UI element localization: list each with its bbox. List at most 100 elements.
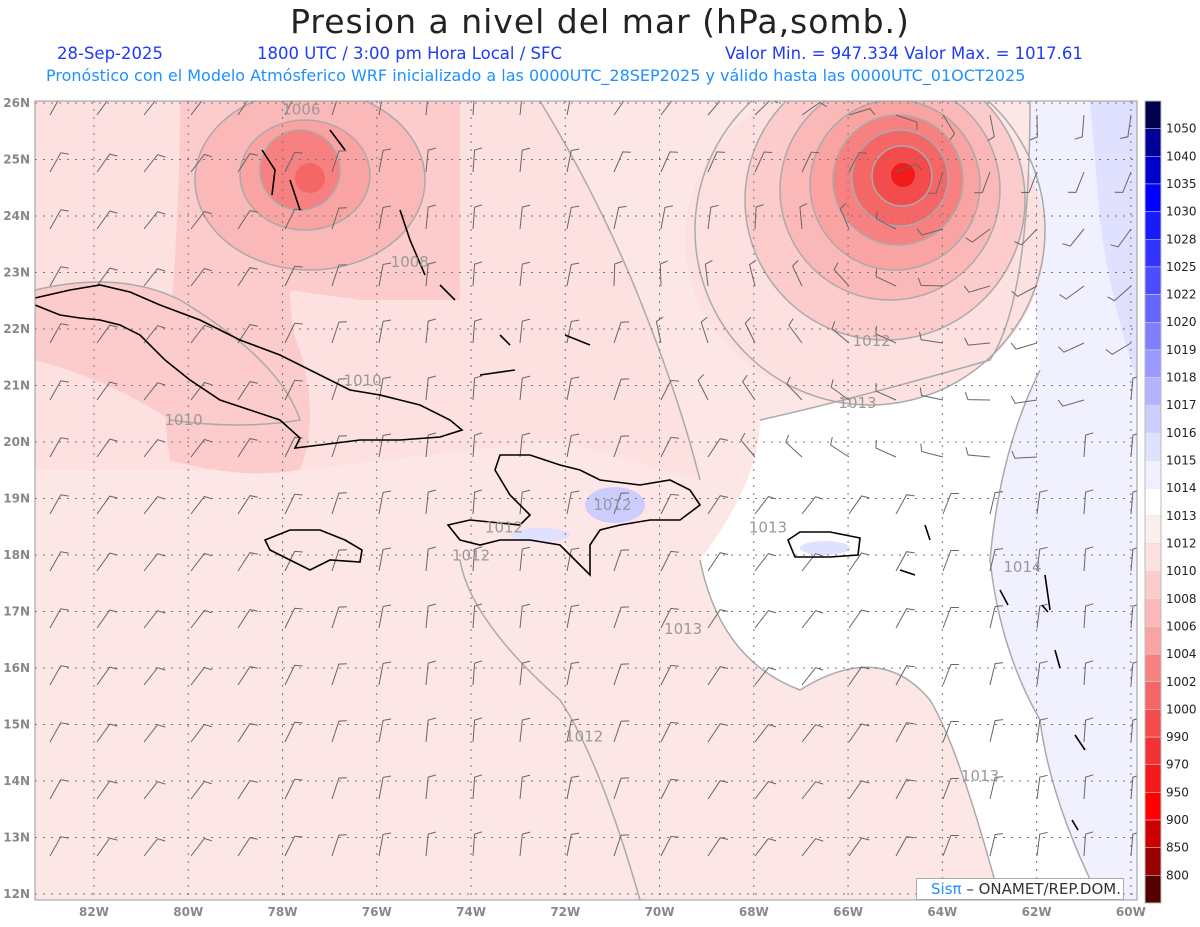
wind-barb	[848, 495, 870, 515]
wind-barb	[143, 154, 166, 173]
wind-barb	[964, 391, 991, 401]
wind-barb	[49, 779, 69, 800]
colorbar-label: 1000	[1166, 702, 1197, 716]
lat-tick-label: 21N	[3, 379, 30, 393]
wind-barb	[895, 779, 915, 800]
wind-barb	[1057, 399, 1085, 407]
wind-barb	[963, 285, 991, 293]
wind-barb	[660, 550, 679, 572]
wind-barb	[237, 381, 258, 401]
lesser-antilles-coast	[899, 524, 1086, 831]
colorbar-swatch	[1144, 598, 1162, 627]
wind-barb	[801, 101, 827, 116]
wind-barb	[613, 492, 630, 515]
wind-barb	[566, 376, 580, 401]
colorbar-swatch	[1144, 792, 1162, 821]
wind-barb	[801, 610, 824, 629]
wind-barb	[964, 337, 991, 346]
wind-barb	[707, 101, 730, 116]
wind-barb	[744, 317, 756, 344]
wind-barb	[378, 433, 392, 458]
wind-barb	[331, 101, 338, 116]
wind-barb	[566, 490, 580, 515]
lat-tick-label: 13N	[3, 831, 30, 845]
wind-barb	[190, 837, 213, 857]
wind-barb	[754, 781, 777, 800]
wind-barb	[801, 781, 824, 800]
wind-barb	[331, 321, 347, 344]
wind-barb	[237, 267, 258, 287]
wind-barb	[472, 660, 483, 686]
wind-barb	[566, 101, 571, 116]
wind-barb	[284, 721, 303, 743]
wind-barb	[49, 101, 59, 116]
wind-barb	[917, 277, 944, 287]
colorbar-swatch	[1144, 294, 1162, 323]
wind-barb	[965, 228, 991, 243]
wind-barb	[1130, 661, 1137, 686]
wind-barb	[895, 494, 915, 515]
colorbar-label: 1012	[1166, 536, 1197, 550]
wind-barb	[659, 260, 668, 287]
wind-barb	[425, 318, 437, 344]
wind-barb	[830, 379, 850, 401]
wind-barb	[472, 147, 483, 173]
wind-barb	[895, 608, 915, 629]
wind-barb	[331, 720, 347, 743]
colorbar-label: 1022	[1166, 288, 1197, 302]
lon-tick-label: 66W	[833, 905, 863, 919]
wind-barb	[237, 495, 258, 515]
wind-barb	[49, 551, 69, 572]
wind-barb	[749, 259, 757, 287]
wind-barb	[942, 493, 959, 515]
wind-barb	[660, 607, 679, 629]
wind-barb	[707, 552, 729, 572]
wind-barb	[284, 493, 303, 515]
wind-barb	[1014, 228, 1038, 246]
colorbar-swatch	[1144, 183, 1162, 212]
wind-barb	[378, 101, 383, 116]
wind-barb	[237, 609, 258, 629]
wind-barb	[1083, 660, 1094, 686]
wind-barb	[425, 432, 437, 458]
wind-barb	[831, 321, 850, 344]
colorbar-label: 1010	[1166, 564, 1197, 578]
wind-barb	[190, 495, 213, 515]
wind-barb	[1011, 450, 1038, 459]
wind-barb	[613, 435, 630, 458]
lon-tick-label: 76W	[362, 905, 392, 919]
contour-label: 1013	[749, 518, 787, 536]
wind-barb	[472, 261, 483, 287]
wind-barb	[1130, 832, 1137, 857]
wind-barb	[1114, 171, 1132, 193]
wind-barb	[1067, 171, 1085, 193]
wind-barb	[284, 379, 303, 401]
wind-barb	[331, 150, 347, 173]
colorbar-label: 1020	[1166, 315, 1197, 329]
wind-barb	[96, 495, 118, 515]
contour-label: 1006	[282, 100, 320, 118]
wind-barb	[801, 553, 824, 572]
colorbar-swatch	[1144, 487, 1162, 517]
wind-barb	[378, 262, 392, 287]
lat-tick-label: 16N	[3, 661, 30, 675]
wind-barb	[1010, 396, 1038, 404]
wind-barb	[660, 101, 673, 116]
wind-barb	[613, 101, 625, 116]
wind-barb	[331, 378, 347, 401]
colorbar-label: 1006	[1166, 619, 1197, 633]
wind-barb	[740, 432, 756, 458]
contour-label: 1013	[664, 620, 702, 638]
colorbar-swatch	[1144, 570, 1162, 600]
wind-barb	[566, 205, 580, 230]
lon-tick-label: 64W	[927, 905, 957, 919]
wind-barb	[704, 259, 713, 287]
wind-barb	[613, 834, 630, 857]
wind-barb	[519, 261, 531, 287]
wind-barb	[96, 780, 118, 800]
wind-barb	[49, 323, 69, 344]
wind-barb	[425, 489, 437, 515]
wind-barb	[143, 268, 166, 287]
wind-barb	[707, 495, 729, 515]
wind-barb	[785, 434, 803, 458]
